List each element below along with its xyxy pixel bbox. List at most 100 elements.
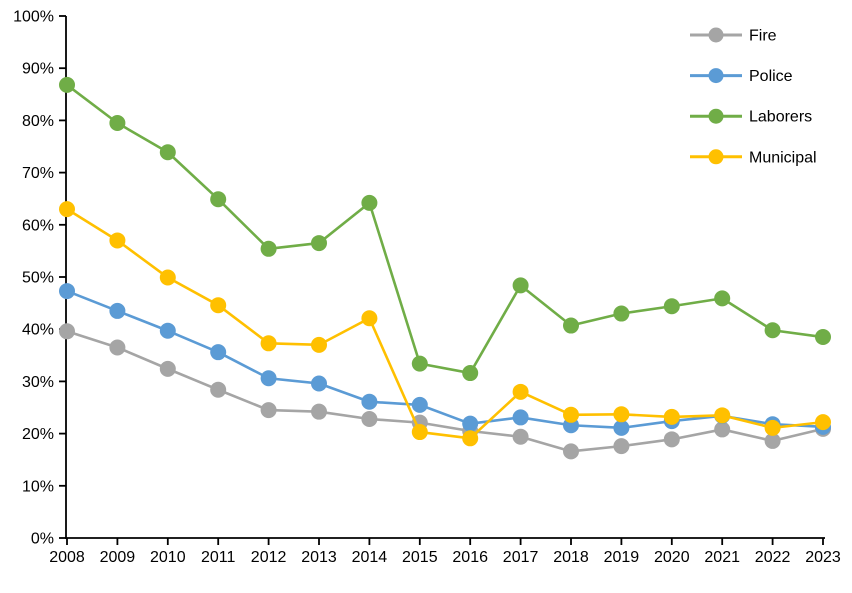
data-point-fire-2009 [109,339,126,356]
legend-label: Laborers [749,109,812,126]
legend-label: Municipal [749,149,817,166]
data-point-municipal-2023 [815,414,831,431]
data-point-municipal-2014 [361,310,378,327]
x-tick-label: 2022 [755,549,791,566]
x-tick-label: 2008 [49,549,85,566]
data-point-laborers-2022 [764,322,781,339]
data-point-municipal-2011 [210,297,227,314]
data-point-police-2011 [210,344,227,361]
y-tick-label: 10% [22,478,54,495]
x-tick-label: 2019 [604,549,640,566]
legend-item-municipal: Municipal [690,149,817,166]
data-point-laborers-2018 [563,317,579,334]
y-tick-label: 80% [22,113,54,130]
data-point-fire-2013 [311,403,327,420]
x-tick-label: 2012 [251,549,287,566]
data-point-laborers-2009 [109,115,126,132]
data-point-police-2015 [411,396,428,413]
x-tick-label: 2013 [301,549,337,566]
data-point-laborers-2011 [210,191,227,208]
data-point-fire-2011 [210,381,227,398]
data-point-police-2013 [311,375,327,392]
series-fire [59,323,831,460]
x-tick-label: 2023 [805,549,841,566]
data-point-municipal-2022 [764,419,781,436]
data-point-police-2014 [361,393,378,410]
legend-marker-icon [708,108,724,124]
y-tick-label: 70% [22,165,54,182]
data-point-police-2019 [613,419,630,436]
x-tick-label: 2014 [352,549,388,566]
y-tick-label: 60% [22,217,54,234]
legend-marker-icon [708,27,724,43]
data-point-fire-2010 [159,360,176,377]
data-point-fire-2021 [714,421,731,438]
y-tick-label: 30% [22,374,54,391]
x-tick-label: 2015 [402,549,438,566]
data-point-laborers-2014 [361,194,378,211]
legend-label: Police [749,68,793,85]
data-point-fire-2019 [613,438,630,455]
legend: Fire Police Laborers Municipal [690,27,817,166]
legend-item-laborers: Laborers [690,108,812,126]
data-point-fire-2022 [764,432,781,449]
series-line-fire [65,329,825,453]
legend-item-police: Police [690,68,793,85]
data-point-laborers-2017 [512,277,529,294]
y-tick-label: 90% [22,61,54,78]
data-point-municipal-2015 [411,424,428,441]
data-point-police-2017 [512,409,529,426]
data-point-municipal-2020 [663,408,680,425]
x-tick-label: 2018 [553,549,589,566]
x-tick-label: 2010 [150,549,186,566]
y-tick-label: 0% [31,531,54,548]
y-tick-label: 100% [13,9,54,26]
data-point-municipal-2013 [311,336,327,353]
data-point-laborers-2021 [714,290,731,307]
data-point-municipal-2019 [613,406,630,423]
x-tick-label: 2020 [654,549,690,566]
series-municipal [59,201,831,447]
legend-marker-icon [708,149,724,165]
y-tick-label: 20% [22,426,54,443]
legend-label: Fire [749,28,777,45]
data-point-laborers-2016 [462,365,479,382]
x-tick-label: 2016 [452,549,488,566]
data-point-police-2008 [59,283,75,300]
data-point-police-2016 [462,415,479,432]
data-point-fire-2020 [663,431,680,448]
data-point-police-2009 [109,302,126,319]
data-point-municipal-2010 [159,269,176,286]
data-point-laborers-2015 [411,355,428,372]
data-point-laborers-2019 [613,305,630,322]
data-point-fire-2018 [563,443,579,460]
data-point-fire-2014 [361,410,378,427]
series-line-laborers [65,83,825,375]
data-point-laborers-2010 [159,144,176,161]
data-point-municipal-2018 [563,406,579,423]
data-point-municipal-2017 [512,383,529,400]
y-tick-label: 50% [22,270,54,287]
data-point-municipal-2021 [714,407,731,424]
series-line-police [65,289,825,430]
data-point-laborers-2013 [311,235,327,252]
data-point-laborers-2023 [815,329,831,346]
data-point-fire-2012 [260,402,277,419]
x-tick-label: 2009 [100,549,136,566]
legend-marker-icon [708,68,724,84]
series-line-municipal [65,207,825,440]
data-point-laborers-2008 [59,76,75,93]
data-point-fire-2017 [512,428,529,445]
data-point-municipal-2008 [59,201,75,218]
legend-item-fire: Fire [690,27,777,45]
data-point-municipal-2009 [109,232,126,249]
x-tick-label: 2011 [201,549,236,566]
data-point-municipal-2016 [462,430,479,447]
data-point-laborers-2020 [663,298,680,315]
data-point-municipal-2012 [260,335,277,352]
x-tick-label: 2021 [704,549,740,566]
y-tick-label: 40% [22,322,54,339]
x-tick-label: 2017 [503,549,539,566]
data-point-laborers-2012 [260,240,277,257]
